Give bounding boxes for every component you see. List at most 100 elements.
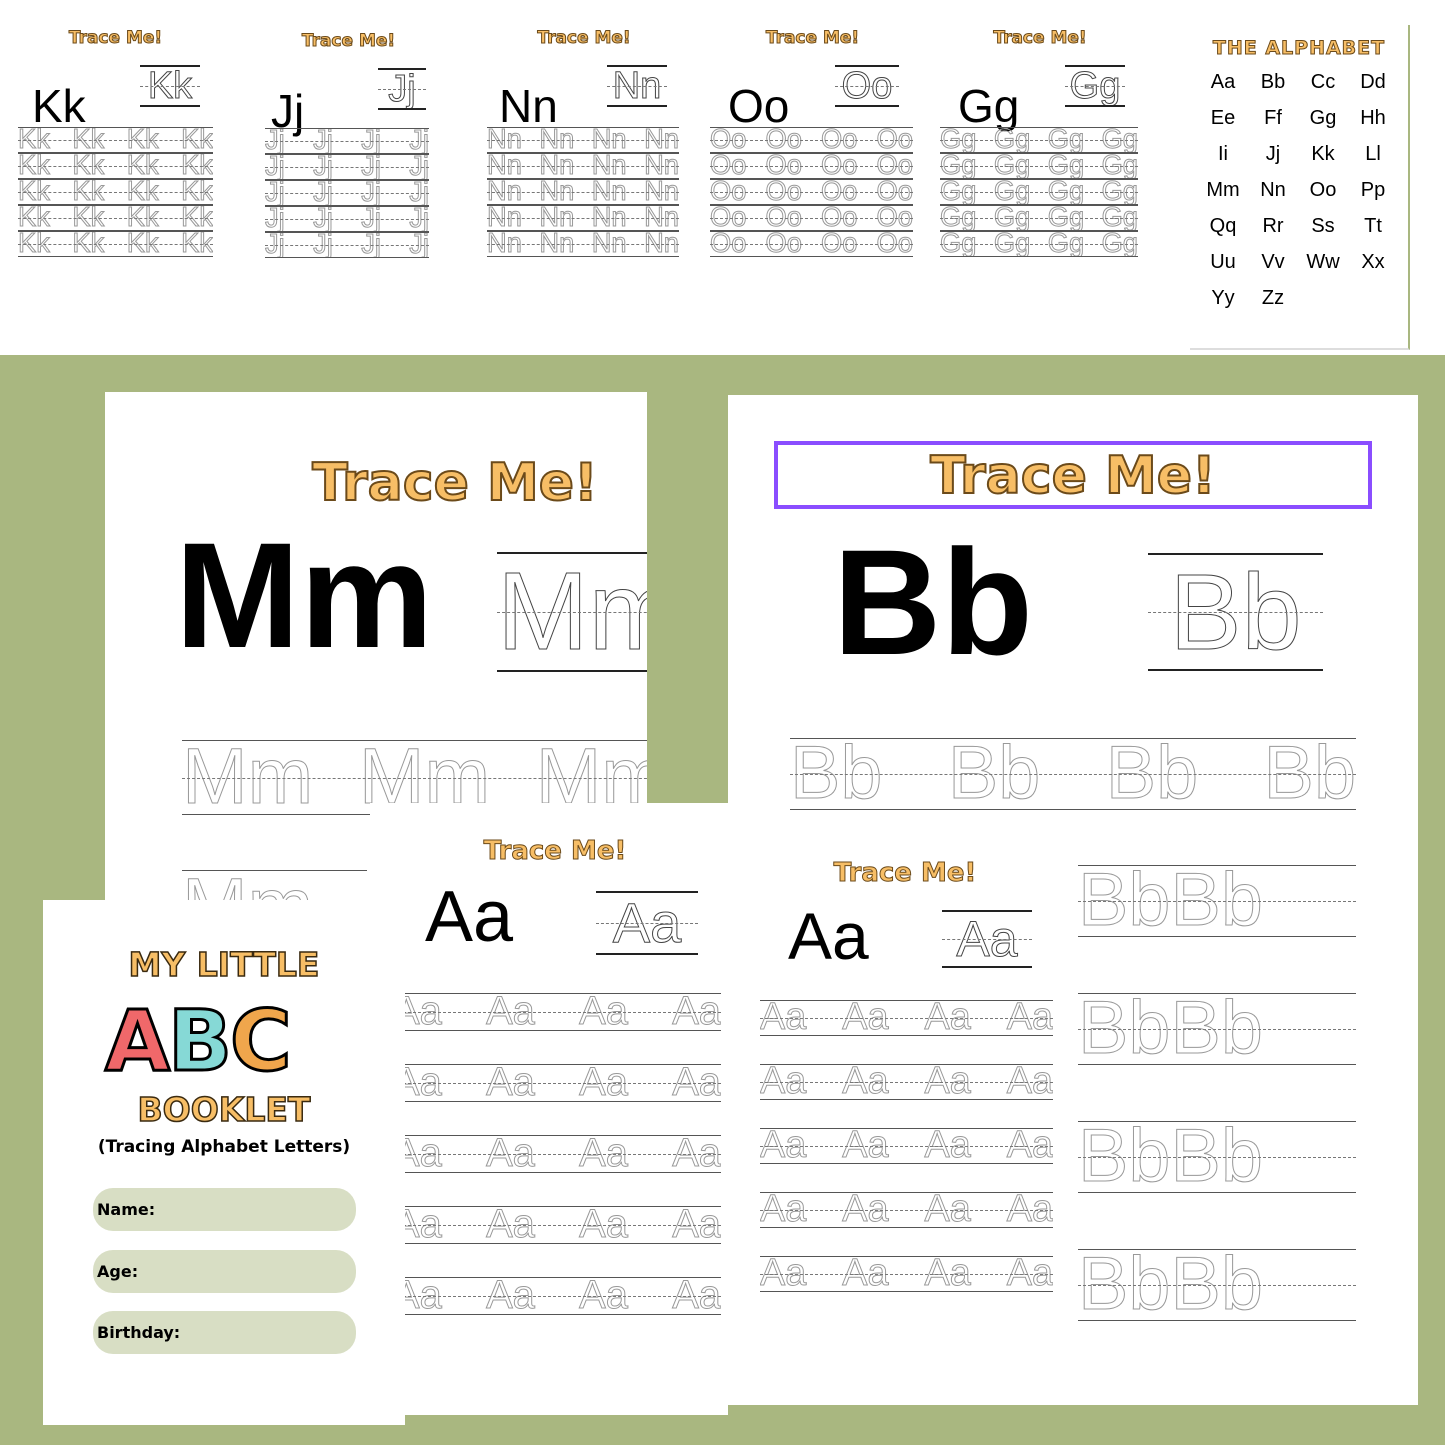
trace-word: Nn (591, 205, 627, 231)
trace-row: Kk Kk Kk Kk (18, 179, 213, 205)
trace-row: Oo Oo Oo Oo (710, 127, 913, 153)
trace-word: Gg (1101, 205, 1138, 231)
trace-word: Jj (313, 206, 334, 232)
trace-word: Kk (18, 231, 50, 257)
trace-row: Aa Aa Aa Aa (760, 1064, 1053, 1100)
alphabet-letter: Aa (1210, 71, 1236, 93)
trace-word: Oo (765, 153, 802, 179)
alphabet-letter: Nn (1260, 179, 1286, 201)
trace-row: Jj Jj Jj Jj (265, 128, 429, 154)
trace-word: Kk (72, 153, 105, 179)
cover-page: MY LITTLE ABC BOOKLET (Tracing Alphabet … (43, 900, 405, 1425)
trace-word: Jj (409, 206, 429, 232)
trace-word: Jj (361, 180, 382, 206)
trace-word: Nn (487, 231, 522, 257)
trace-word: Aa (486, 1064, 536, 1102)
model-letter: Gg (958, 80, 1020, 132)
alphabet-letter: Zz (1261, 287, 1285, 309)
trace-word: Aa (579, 1064, 629, 1102)
alphabet-letter: Jj (1265, 143, 1281, 165)
trace-word: Aa (760, 1128, 807, 1164)
name-field[interactable]: Name: (93, 1188, 356, 1231)
trace-word: Nn (539, 179, 575, 205)
trace-word: Kk (181, 231, 213, 257)
alphabet-letter: Ee (1210, 107, 1236, 129)
trace-letter: Nn (607, 65, 667, 107)
trace-row: Gg Gg Gg Gg (940, 179, 1138, 205)
trace-word: Gg (993, 205, 1031, 231)
trace-word: Kk (72, 205, 105, 231)
trace-word: Nn (487, 205, 522, 231)
trace-letter: Gg (1065, 65, 1125, 107)
trace-word: Bb (1078, 865, 1171, 937)
trace-word: Kk (181, 153, 213, 179)
trace-word: Aa (486, 1206, 536, 1244)
trace-row: Kk Kk Kk Kk (18, 127, 213, 153)
trace-word: Bb (1263, 738, 1356, 810)
birthday-field[interactable]: Birthday: (93, 1311, 356, 1354)
worksheet-title: Trace Me! (301, 30, 396, 51)
trace-word: Aa (924, 1256, 971, 1292)
trace-word: Aa (486, 1277, 536, 1315)
trace-row: Aa Aa Aa Aa (760, 1000, 1053, 1036)
trace-word: Bb (1078, 993, 1171, 1065)
trace-row: Gg Gg Gg Gg (940, 127, 1138, 153)
trace-word: Aa (486, 993, 536, 1031)
trace-word: Kk (181, 205, 213, 231)
trace-word: Aa (842, 1000, 889, 1036)
worksheet-title: Trace Me! (774, 441, 1372, 509)
trace-word: Bb (1170, 1121, 1263, 1193)
trace-word: Jj (409, 232, 429, 258)
trace-word: Nn (487, 127, 522, 153)
trace-row: Aa Aa Aa Aa (393, 1064, 721, 1102)
trace-word: Aa (672, 1064, 721, 1102)
trace-word: Kk (72, 179, 105, 205)
worksheet-gg: Trace Me! Gg Gg Gg Gg Gg Gg Gg Gg Gg Gg Gg Gg Gg Gg Gg G… (940, 25, 1140, 345)
trace-word: Nn (539, 205, 575, 231)
trace-row: Bb Bb (1078, 1121, 1356, 1193)
alphabet-card: THE ALPHABET Aa Bb Cc Dd Ee Ff Gg Hh Ii Jj Kk Ll Mm N… (1190, 25, 1410, 350)
alphabet-letter: Oo (1309, 179, 1337, 201)
trace-word: Aa (760, 1064, 807, 1100)
trace-word: Kk (126, 231, 159, 257)
alphabet-letter: Cc (1310, 71, 1336, 93)
trace-word: Jj (265, 154, 285, 180)
model-letter: Aa (788, 899, 869, 973)
trace-word: Aa (924, 1128, 971, 1164)
trace-word: Jj (361, 128, 382, 154)
trace-word: Oo (710, 179, 747, 205)
trace-word: Bb (1170, 865, 1263, 937)
trace-word: Aa (842, 1064, 889, 1100)
trace-word: Kk (72, 127, 105, 153)
cover-title-line2: BOOKLET (137, 1089, 311, 1130)
trace-row: Bb Bb Bb Bb (790, 738, 1356, 810)
trace-word: Aa (760, 1000, 807, 1036)
trace-word: Bb (1078, 1121, 1171, 1193)
trace-row: Nn Nn Nn Nn (487, 205, 679, 231)
trace-letter: Jj (378, 68, 426, 110)
model-letter: Jj (271, 85, 305, 137)
trace-word: Jj (313, 128, 334, 154)
trace-word: Gg (1101, 127, 1138, 153)
worksheet-nn: Trace Me! Nn Nn Nn Nn Nn Nn Nn Nn Nn Nn Nn Nn Nn Nn Nn N… (487, 25, 681, 345)
trace-word: Nn (644, 179, 679, 205)
trace-word: Aa (1006, 1192, 1053, 1228)
model-letter: Kk (32, 80, 86, 132)
trace-row: Nn Nn Nn Nn (487, 153, 679, 179)
cover-title-line1: MY LITTLE (128, 944, 320, 985)
trace-word: Nn (591, 153, 627, 179)
trace-row: Bb Bb (1078, 993, 1356, 1065)
trace-word: Bb (947, 738, 1041, 810)
age-field[interactable]: Age: (93, 1250, 356, 1293)
alphabet-letter: Yy (1211, 287, 1235, 309)
trace-row: Bb Bb (1078, 865, 1356, 937)
trace-row: Jj Jj Jj Jj (265, 154, 429, 180)
trace-row: Aa Aa Aa Aa (393, 1206, 721, 1244)
trace-word: Aa (579, 1135, 629, 1173)
trace-word: Jj (313, 154, 334, 180)
alphabet-letter: Gg (1309, 107, 1337, 129)
trace-row: Jj Jj Jj Jj (265, 180, 429, 206)
trace-word: Nn (487, 153, 522, 179)
trace-word: Aa (579, 1277, 629, 1315)
trace-row: Aa Aa Aa Aa (393, 1277, 721, 1315)
